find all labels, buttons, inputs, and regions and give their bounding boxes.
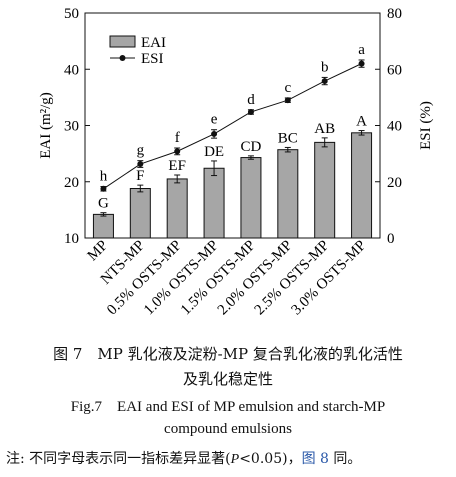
eai-bar xyxy=(129,188,151,239)
eai-bar xyxy=(351,132,373,239)
caption-cn-line1: 图 7 MP 乳化液及淀粉-MP 复合乳化液的乳化活性 xyxy=(53,345,403,363)
caption-en-line1: Fig.7 EAI and ESI of MP emulsion and sta… xyxy=(70,399,386,415)
left-axis-title: EAI (m²/g) xyxy=(38,92,54,159)
esi-significance-letter: e xyxy=(211,112,218,128)
left-axis-tick-label: 30 xyxy=(64,119,79,135)
esi-point xyxy=(137,161,144,168)
eai-significance-letter: F xyxy=(136,168,144,184)
esi-significance-letter: h xyxy=(100,169,108,185)
legend-esi-marker xyxy=(119,55,126,61)
esi-significance-letter: d xyxy=(247,92,255,108)
esi-point xyxy=(321,78,328,85)
figure-8-link[interactable]: 图 8 xyxy=(301,451,329,467)
eai-significance-letter: EF xyxy=(168,158,186,174)
eai-significance-letter: DE xyxy=(204,144,224,160)
legend-eai-swatch xyxy=(109,35,136,48)
esi-point xyxy=(247,109,254,115)
eai-significance-letter: BC xyxy=(278,130,298,146)
eai-bar xyxy=(277,149,299,239)
eai-bar xyxy=(314,141,336,239)
legend-eai-label: EAI xyxy=(141,35,166,51)
eai-significance-letter: A xyxy=(356,114,367,130)
eai-bar xyxy=(166,178,188,239)
left-axis-tick-label: 50 xyxy=(64,6,79,22)
left-axis-tick-label: 10 xyxy=(64,231,79,247)
esi-significance-letter: c xyxy=(284,80,291,96)
right-axis-tick-label: 20 xyxy=(387,175,402,191)
left-axis-tick-label: 20 xyxy=(64,175,79,191)
eai-significance-letter: AB xyxy=(314,121,335,137)
left-axis-tick-label: 40 xyxy=(64,62,79,78)
esi-line xyxy=(103,63,362,190)
footnote-suffix: 同。 xyxy=(328,451,362,467)
esi-point xyxy=(174,148,181,155)
eai-bar xyxy=(240,157,262,239)
right-axis-tick-label: 40 xyxy=(387,119,402,135)
footnote-p-symbol: P xyxy=(230,452,240,467)
right-axis-title: ESI (%) xyxy=(418,101,434,150)
right-axis-tick-label: 60 xyxy=(387,62,402,78)
esi-significance-letter: g xyxy=(137,143,145,159)
right-axis-tick-label: 80 xyxy=(387,6,402,22)
eai-significance-letter: CD xyxy=(241,139,262,155)
footnote: 注: 不同字母表示同一指标差异显著(P<0.05)，图 8 同。 xyxy=(6,448,361,468)
eai-esi-chart: 10 20 30 40 50 0 20 40 60 80 EAI (m²/g) ESI (%) G F EF… xyxy=(38,6,434,318)
esi-significance-letter: f xyxy=(175,130,180,146)
esi-point xyxy=(100,185,107,192)
right-axis-tick-label: 0 xyxy=(387,231,395,247)
eai-bar xyxy=(92,213,114,239)
esi-significance-letter: b xyxy=(321,59,329,75)
footnote-prefix: 注: 不同字母表示同一指标差异显著( xyxy=(6,451,231,467)
eai-significance-letter: G xyxy=(98,196,109,212)
eai-bar xyxy=(203,167,225,239)
footnote-p-value: <0.05)， xyxy=(239,451,302,467)
legend-esi-label: ESI xyxy=(141,51,164,67)
esi-significance-letter: a xyxy=(358,42,365,58)
esi-point xyxy=(284,97,291,104)
esi-point xyxy=(358,60,365,67)
caption-cn-line2: 及乳化稳定性 xyxy=(182,370,273,388)
caption-en-line2: compound emulsions xyxy=(164,421,292,437)
category-tick-label: MP xyxy=(85,238,112,265)
esi-point xyxy=(211,130,218,137)
